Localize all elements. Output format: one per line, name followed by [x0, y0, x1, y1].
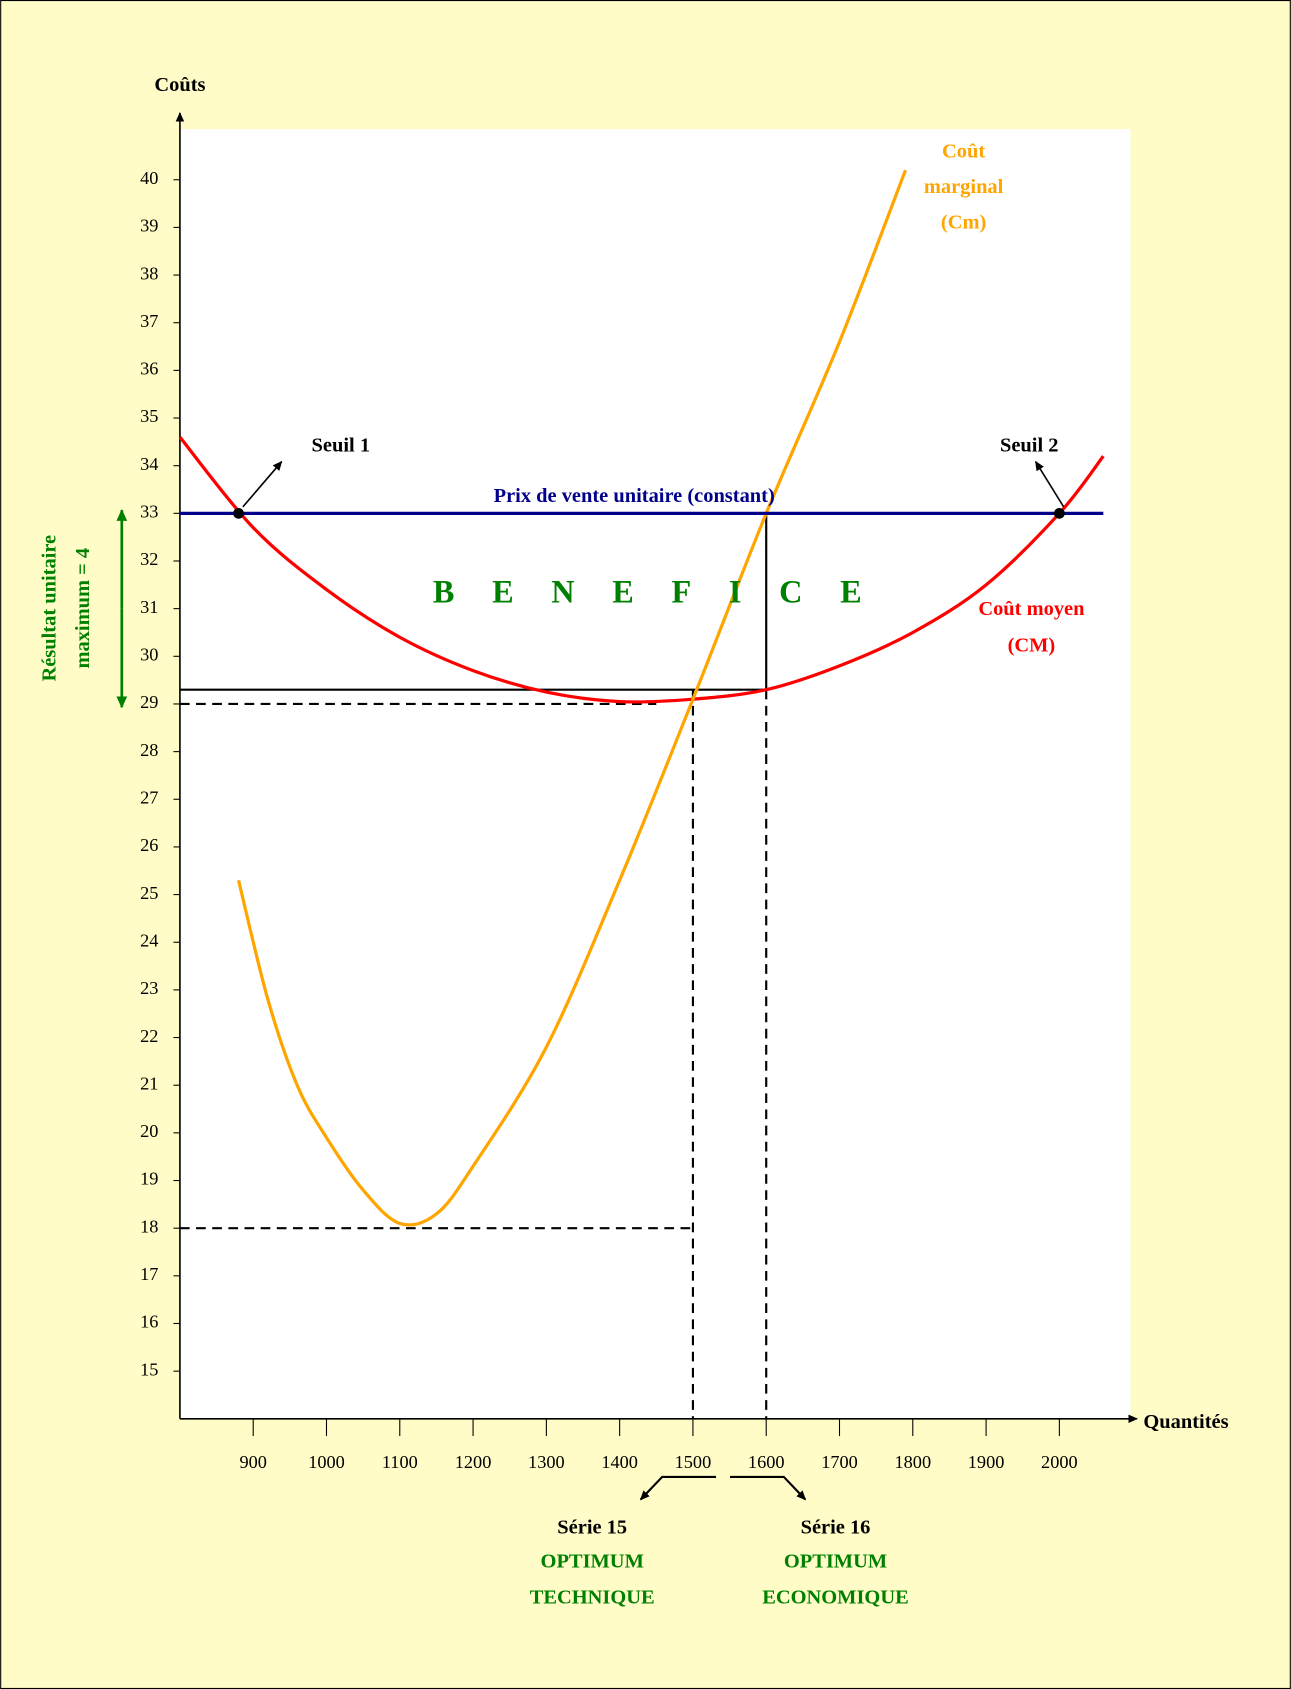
bracket-arrow [730, 1475, 807, 1501]
bracket-arrow [639, 1475, 717, 1501]
y-tick-label: 38 [140, 263, 158, 283]
y-tick-label: 24 [140, 930, 158, 950]
y-tick-label: 29 [140, 692, 158, 712]
line-series [236, 169, 907, 1227]
y-tick-label: 23 [140, 978, 158, 998]
y-tick-label: 27 [140, 787, 158, 807]
y-tick-label: 25 [140, 883, 158, 903]
x-tick-label: 1500 [675, 1452, 712, 1472]
threshold-label: Seuil 1 [312, 434, 371, 456]
y-axis-label: Coûts [154, 74, 205, 96]
x-tick-label: 1400 [601, 1452, 638, 1472]
result-label: maximum = 4 [72, 548, 94, 669]
x-tick-label: 1700 [821, 1452, 858, 1472]
x-tick-label: 1900 [968, 1452, 1005, 1472]
x-tick-label: 1000 [308, 1452, 345, 1472]
x-axis-label: Quantités [1143, 1411, 1228, 1433]
x-tick-label: 1300 [528, 1452, 565, 1472]
y-tick-label: 19 [140, 1169, 158, 1189]
y-tick-label: 32 [140, 549, 158, 569]
y-tick-label: 21 [140, 1073, 158, 1093]
y-tick-label: 22 [140, 1026, 158, 1046]
result-label: Résultat unitaire [38, 535, 60, 682]
y-tick-label: 37 [140, 311, 158, 331]
optimum-title: Série 15 [557, 1516, 627, 1538]
y-tick-label: 30 [140, 645, 158, 665]
x-tick-label: 1200 [455, 1452, 492, 1472]
zone-label: BENEFICE [433, 574, 899, 610]
series-label: (CM) [1008, 635, 1056, 657]
pointer-arrow [1034, 460, 1065, 508]
series-label: Prix de vente unitaire (constant) [494, 485, 775, 507]
line-series [178, 436, 1105, 704]
x-tick-label: 900 [239, 1452, 266, 1472]
y-tick-label: 40 [140, 168, 158, 188]
plot-area [179, 129, 1131, 1419]
series-label: Coût [942, 141, 985, 163]
y-tick-label: 34 [140, 454, 158, 474]
threshold-label: Seuil 2 [1000, 434, 1059, 456]
y-tick-label: 28 [140, 740, 158, 760]
y-tick-label: 39 [140, 216, 158, 236]
x-tick-label: 2000 [1041, 1452, 1078, 1472]
optimum-title: Série 16 [801, 1516, 871, 1538]
y-tick-label: 31 [140, 597, 158, 617]
optimum-label: OPTIMUM [541, 1551, 644, 1573]
optimum-label: TECHNIQUE [530, 1586, 655, 1608]
y-tick-label: 36 [140, 359, 158, 379]
series-label: Coût moyen [978, 598, 1085, 620]
x-tick-label: 1600 [748, 1452, 785, 1472]
threshold-point [1053, 507, 1065, 519]
optimum-label: OPTIMUM [784, 1551, 887, 1573]
y-tick-label: 20 [140, 1121, 158, 1141]
y-tick-label: 16 [140, 1312, 158, 1332]
optimum-label: ECONOMIQUE [762, 1586, 908, 1608]
y-tick-label: 26 [140, 835, 158, 855]
x-tick-label: 1800 [894, 1452, 931, 1472]
threshold-point [233, 507, 244, 519]
y-tick-label: 18 [140, 1216, 158, 1236]
y-tick-label: 15 [140, 1359, 158, 1379]
x-tick-label: 1100 [382, 1452, 418, 1472]
series-label: marginal [924, 176, 1004, 198]
y-tick-label: 33 [140, 502, 158, 522]
y-tick-label: 35 [140, 406, 158, 426]
series-label: (Cm) [941, 212, 986, 234]
pointer-arrow [242, 460, 283, 508]
y-tick-label: 17 [140, 1264, 158, 1284]
